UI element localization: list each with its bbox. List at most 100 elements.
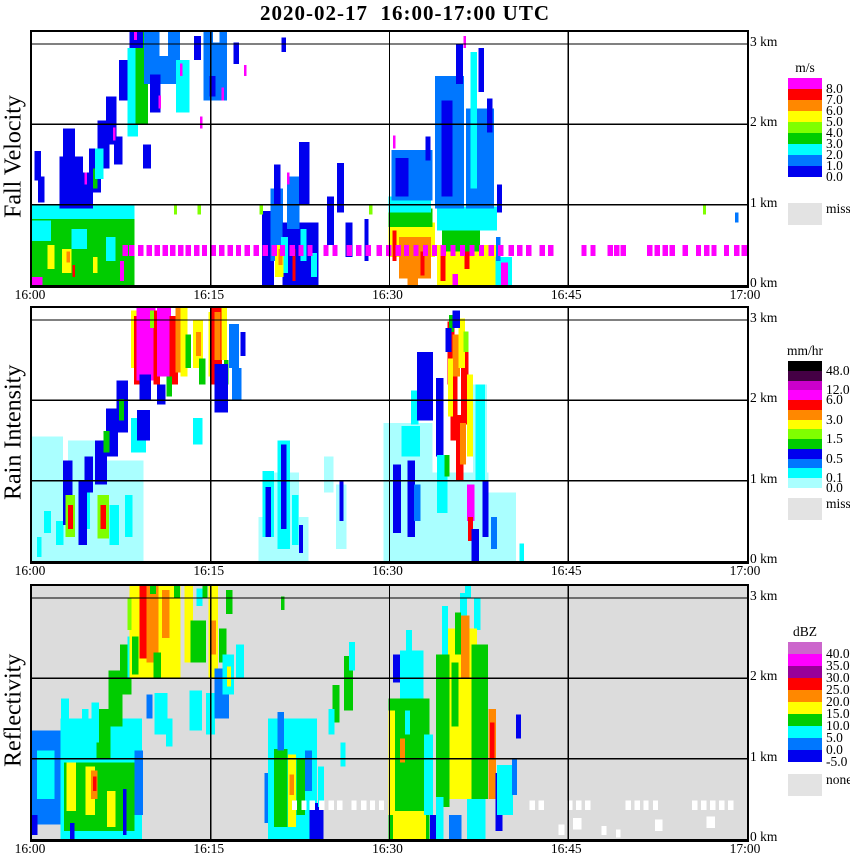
legend-extra-label: miss [826,495,850,511]
x-tick-label: 17:00 [729,841,761,856]
x-tick-label: 16:30 [372,841,403,856]
x-tick-label: 16:15 [193,563,225,578]
legend-band-label: 8.0 [826,81,843,96]
legend-band-label: 6.0 [826,103,843,118]
legend-extra-swatch [788,203,822,225]
legend-band-label: 10.0 [826,718,850,733]
fall-velocity-plot [32,32,747,285]
legend-band-label: 35.0 [826,658,850,673]
legend-band [788,666,822,678]
fall-velocity-panel [30,30,749,288]
legend-band [788,361,822,371]
x-tick-label: 16:45 [550,287,582,302]
gridlines [32,586,747,839]
x-tick-label: 16:30 [372,287,403,302]
legend-extra-label: miss [826,201,850,216]
x-tick-label: 16:00 [14,841,46,856]
legend-band-label: 12.0 [826,382,850,398]
legend-band-label: 3.0 [826,411,843,427]
legend-band [788,409,822,420]
legend-band [788,419,822,430]
panel-label-rain-intensity: Rain Intensity [0,364,27,501]
legend-band [788,738,822,750]
legend-band [788,380,822,391]
legend-title: m/s [795,60,815,75]
legend-band-label: 0.0 [826,742,843,757]
y-axis-label: 1 km [750,194,778,210]
legend-band [788,468,822,478]
y-axis-label: 0 km [750,275,778,290]
legend-band [788,89,822,100]
legend-band-label: 1.5 [826,431,843,446]
legend-band-label: 5.0 [826,730,843,745]
legend-band-label: 2.0 [826,147,843,162]
y-axis-label: 1 km [750,470,778,486]
legend-band-label: -5.0 [826,754,848,769]
y-axis-label: 3 km [750,310,778,326]
rain-intensity-plot [32,308,747,561]
legend-title: mm/hr [787,343,823,358]
legend-extra-swatch [788,497,822,520]
y-axis-label: 3 km [750,588,778,604]
legend-band-label: 15.0 [826,706,850,721]
legend-band-label: 48.0 [826,362,850,378]
legend-band [788,714,822,726]
x-tick-label: 16:45 [550,563,582,578]
y-axis-label: 0 km [750,551,778,566]
y-axis-label: 3 km [750,34,778,50]
y-axis-label: 2 km [750,114,778,130]
legend-title: dBZ [792,624,817,639]
panel-label-reflectivity: Reflectivity [0,653,27,768]
legend-band [788,111,822,122]
reflectivity-panel [30,584,749,842]
legend-band-label: 0.0 [826,169,843,184]
legend-band-label: 0.0 [826,479,843,495]
y-axis-label: 1 km [750,748,778,764]
legend-band [788,690,822,702]
rain-intensity-panel [30,306,749,564]
legend-band-label: 5.0 [826,114,843,129]
dotted-line [291,800,734,811]
gridlines [32,32,747,285]
dotted-line [122,244,747,257]
x-tick-label: 17:00 [729,563,761,578]
legend-band [788,439,822,449]
legend-band [788,133,822,144]
y-axis-label: 2 km [750,390,778,406]
x-tick-label: 16:30 [372,563,403,578]
legend-band [788,458,822,469]
echo-rects [32,32,739,285]
legend-band [788,654,822,666]
legend-band [788,100,822,111]
legend-band-label: 20.0 [826,694,850,709]
legend-band [788,122,822,133]
legend-band-label: 25.0 [826,682,850,697]
legend-band-label: 1.0 [826,158,843,173]
y-axis-label: 2 km [750,668,778,684]
legend-band [788,678,822,690]
legend-band-label: 7.0 [826,92,843,107]
legend-extra-label: none [826,772,850,787]
legend-band [788,478,822,488]
x-tick-label: 17:00 [729,287,761,302]
legend-band [788,642,822,654]
figure-title: 2020-02-17 16:00-17:00 UTC [259,1,551,25]
legend-band-label: 4.0 [826,125,843,140]
legend-band [788,400,822,410]
legend-band [788,750,822,762]
legend-band [788,390,822,400]
reflectivity-plot [32,586,747,839]
x-tick-label: 16:45 [550,841,582,856]
legend-band [788,702,822,714]
legend-band-label: 0.1 [826,470,843,485]
legend-band [788,155,822,166]
legend-band [788,144,822,155]
legend-band-label: 6.0 [826,392,843,407]
legend-extra-swatch [788,774,822,796]
legend-band [788,726,822,738]
x-tick-label: 16:15 [193,841,225,856]
legend-band [788,429,822,439]
panel-label-fall-velocity: Fall Velocity [0,95,27,218]
legend-band [788,448,822,459]
y-axis-label: 0 km [750,829,778,844]
